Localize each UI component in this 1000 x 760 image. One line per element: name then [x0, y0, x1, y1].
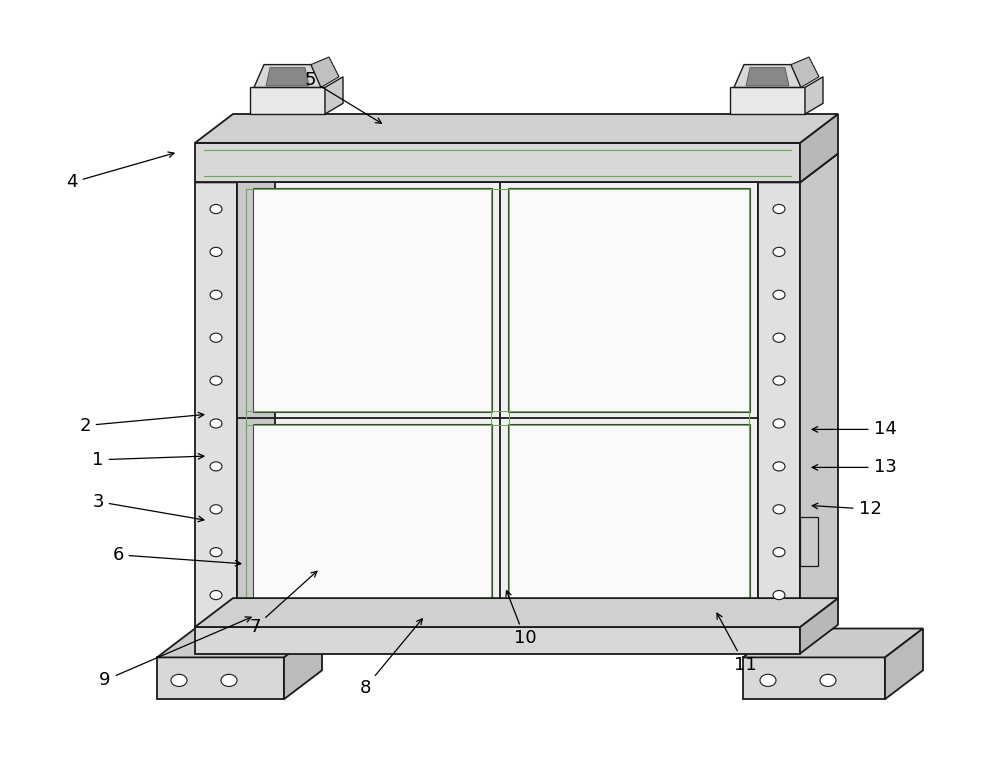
Text: 1: 1	[92, 451, 204, 469]
Circle shape	[171, 674, 187, 686]
Bar	[250, 87, 325, 114]
Bar	[508, 424, 750, 621]
Bar	[253, 188, 492, 412]
Polygon shape	[237, 154, 275, 627]
Text: 2: 2	[79, 413, 204, 435]
Text: 10: 10	[506, 591, 536, 648]
Polygon shape	[791, 57, 819, 87]
Text: 14: 14	[812, 420, 896, 439]
Circle shape	[210, 247, 222, 256]
Polygon shape	[743, 629, 923, 657]
Polygon shape	[758, 154, 838, 182]
Circle shape	[773, 548, 785, 557]
Polygon shape	[746, 68, 789, 86]
Circle shape	[773, 290, 785, 299]
Polygon shape	[800, 154, 838, 627]
Polygon shape	[800, 114, 838, 182]
Circle shape	[773, 505, 785, 514]
Bar	[195, 182, 237, 627]
Bar	[730, 87, 805, 114]
Polygon shape	[195, 114, 838, 143]
Text: 5: 5	[304, 71, 381, 123]
Polygon shape	[284, 629, 322, 699]
Polygon shape	[325, 77, 343, 114]
Circle shape	[210, 505, 222, 514]
Circle shape	[210, 419, 222, 428]
Text: 13: 13	[812, 458, 896, 477]
Bar	[195, 627, 800, 654]
Bar	[758, 182, 800, 627]
Text: 6: 6	[112, 546, 241, 566]
Bar	[237, 182, 758, 627]
Circle shape	[773, 247, 785, 256]
Polygon shape	[195, 598, 838, 627]
Circle shape	[210, 462, 222, 471]
Bar	[195, 143, 800, 182]
Polygon shape	[800, 598, 838, 654]
Circle shape	[210, 290, 222, 299]
Polygon shape	[157, 629, 322, 657]
Text: 12: 12	[812, 500, 881, 518]
Circle shape	[773, 376, 785, 385]
Bar	[157, 657, 284, 699]
Circle shape	[773, 333, 785, 342]
Text: 7: 7	[249, 572, 317, 636]
Bar	[743, 657, 885, 699]
Circle shape	[210, 204, 222, 214]
Bar	[253, 424, 492, 621]
Polygon shape	[254, 65, 321, 87]
Circle shape	[760, 674, 776, 686]
Polygon shape	[311, 57, 339, 87]
Polygon shape	[805, 77, 823, 114]
Polygon shape	[266, 68, 309, 86]
Circle shape	[773, 204, 785, 214]
Circle shape	[773, 419, 785, 428]
Circle shape	[210, 591, 222, 600]
Text: 8: 8	[359, 619, 422, 697]
Polygon shape	[734, 65, 801, 87]
Text: 11: 11	[717, 613, 756, 674]
Text: 3: 3	[92, 492, 204, 521]
Circle shape	[221, 674, 237, 686]
Circle shape	[210, 333, 222, 342]
Bar	[508, 188, 750, 412]
Circle shape	[773, 591, 785, 600]
Bar	[800, 517, 818, 566]
Text: 9: 9	[99, 617, 251, 689]
Text: 4: 4	[66, 152, 174, 192]
Polygon shape	[885, 629, 923, 699]
Circle shape	[773, 462, 785, 471]
Circle shape	[210, 376, 222, 385]
Polygon shape	[195, 154, 275, 182]
Circle shape	[820, 674, 836, 686]
Circle shape	[210, 548, 222, 557]
